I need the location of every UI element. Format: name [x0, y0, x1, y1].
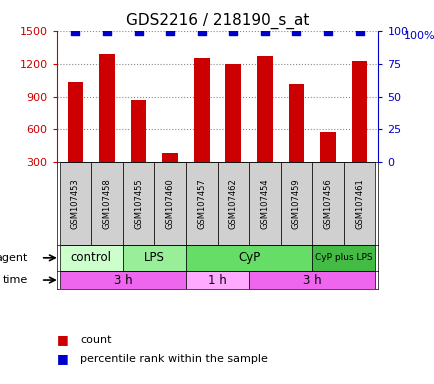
Point — [324, 28, 331, 34]
Text: GSM107456: GSM107456 — [323, 178, 332, 229]
FancyBboxPatch shape — [249, 271, 375, 289]
Bar — [319, 132, 335, 195]
Text: GSM107459: GSM107459 — [291, 178, 300, 229]
Text: GSM107454: GSM107454 — [260, 178, 269, 229]
Bar — [288, 84, 304, 195]
FancyBboxPatch shape — [59, 271, 185, 289]
FancyBboxPatch shape — [185, 162, 217, 245]
Text: CyP: CyP — [237, 252, 260, 264]
Text: control: control — [71, 252, 112, 264]
Point — [166, 28, 173, 34]
Bar — [67, 82, 83, 195]
FancyBboxPatch shape — [312, 162, 343, 245]
Bar — [225, 64, 240, 195]
Bar — [256, 56, 272, 195]
FancyBboxPatch shape — [122, 162, 154, 245]
FancyBboxPatch shape — [185, 271, 249, 289]
Point — [292, 28, 299, 34]
FancyBboxPatch shape — [312, 245, 375, 271]
FancyBboxPatch shape — [122, 245, 185, 271]
Point — [198, 28, 205, 34]
Text: percentile rank within the sample: percentile rank within the sample — [80, 354, 268, 364]
Text: ■: ■ — [56, 353, 68, 366]
Text: count: count — [80, 335, 112, 345]
Text: 1 h: 1 h — [207, 273, 227, 286]
FancyBboxPatch shape — [154, 162, 185, 245]
Text: GSM107458: GSM107458 — [102, 178, 111, 229]
Text: GSM107457: GSM107457 — [197, 178, 206, 229]
FancyBboxPatch shape — [185, 245, 312, 271]
Text: CyP plus LPS: CyP plus LPS — [314, 253, 372, 262]
Text: GSM107461: GSM107461 — [354, 178, 363, 229]
Point — [135, 28, 142, 34]
FancyBboxPatch shape — [59, 162, 91, 245]
FancyBboxPatch shape — [343, 162, 375, 245]
Title: GDS2216 / 218190_s_at: GDS2216 / 218190_s_at — [125, 13, 309, 29]
FancyBboxPatch shape — [249, 162, 280, 245]
Text: time: time — [3, 275, 28, 285]
Text: GSM107455: GSM107455 — [134, 178, 143, 229]
Text: 3 h: 3 h — [113, 273, 132, 286]
Text: agent: agent — [0, 253, 28, 263]
Point — [103, 28, 110, 34]
Point — [355, 28, 362, 34]
Text: LPS: LPS — [144, 252, 164, 264]
Text: GSM107460: GSM107460 — [165, 178, 174, 229]
Bar — [194, 58, 209, 195]
Text: GSM107453: GSM107453 — [71, 178, 80, 229]
Text: 3 h: 3 h — [302, 273, 321, 286]
FancyBboxPatch shape — [91, 162, 122, 245]
Text: GSM107462: GSM107462 — [228, 178, 237, 229]
Point — [72, 28, 79, 34]
Bar — [162, 152, 178, 195]
Bar — [130, 100, 146, 195]
FancyBboxPatch shape — [217, 162, 249, 245]
Point — [261, 28, 268, 34]
Text: ■: ■ — [56, 333, 68, 346]
Point — [229, 28, 236, 34]
Bar — [99, 54, 115, 195]
Text: 100%: 100% — [403, 31, 434, 41]
FancyBboxPatch shape — [59, 245, 122, 271]
FancyBboxPatch shape — [280, 162, 312, 245]
Bar — [351, 61, 367, 195]
